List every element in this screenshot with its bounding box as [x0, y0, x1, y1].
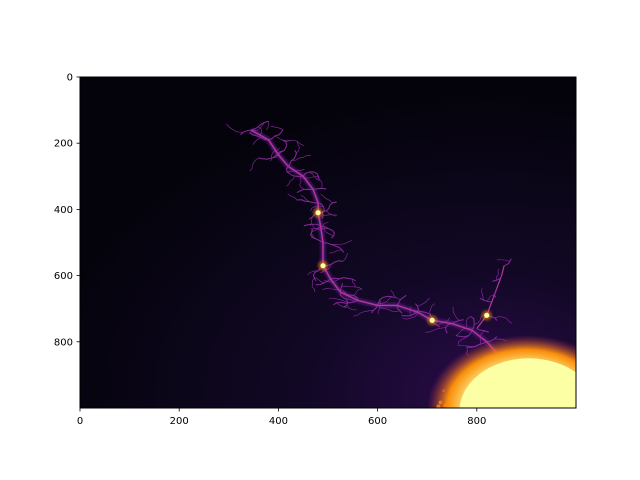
- fringe-speck: [580, 371, 581, 372]
- y-tick-label: 200: [54, 139, 73, 150]
- filament-branch: [311, 228, 329, 229]
- x-tick-label: 0: [77, 416, 83, 427]
- y-tick-label: 800: [54, 337, 73, 348]
- y-tick-label: 600: [54, 271, 73, 282]
- main-bulb-core: [459, 358, 598, 464]
- minibrot-spot: [320, 263, 325, 268]
- minibrot-spot: [430, 318, 435, 323]
- x-axis: 0 200 400 600 800: [77, 408, 487, 427]
- x-tick-label: 600: [368, 416, 387, 427]
- minibrot-spot: [484, 313, 489, 318]
- fringe-speck: [581, 371, 584, 374]
- y-tick-label: 0: [67, 73, 73, 84]
- y-tick-label: 400: [54, 205, 73, 216]
- y-axis: 0 200 400 600 800: [54, 73, 80, 349]
- fringe-speck: [582, 372, 584, 374]
- plot-area: [80, 77, 626, 480]
- fringe-speck: [577, 376, 580, 379]
- x-tick-label: 400: [269, 416, 288, 427]
- x-tick-label: 200: [170, 416, 189, 427]
- minibrot-spot: [315, 210, 320, 215]
- x-tick-label: 800: [467, 416, 486, 427]
